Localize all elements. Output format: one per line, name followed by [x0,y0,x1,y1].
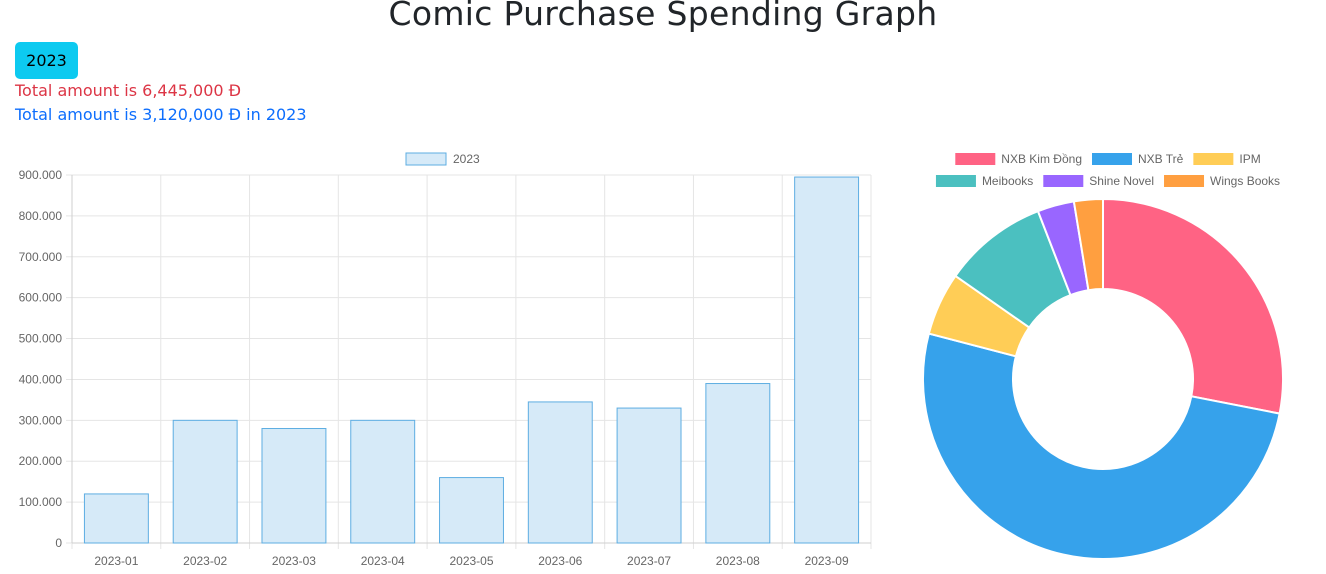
y-tick-label: 800.000 [19,209,63,223]
doughnut-legend-item[interactable]: Shine Novel [1043,174,1154,188]
doughnut-legend-item[interactable]: Wings Books [1164,174,1280,188]
total-amount-all: Total amount is 6,445,000 Đ [15,81,242,100]
x-tick-label: 2023-06 [538,554,582,568]
bar-2023-04[interactable] [350,419,416,544]
x-tick-label: 2023-04 [361,554,405,568]
legend-label: Wings Books [1210,174,1280,188]
y-tick-label: 600.000 [19,291,63,305]
y-tick-label: 100.000 [19,495,63,509]
legend-swatch [1193,153,1234,165]
bar-2023-09[interactable] [794,176,860,544]
legend-swatch [1164,175,1205,187]
doughnut-legend-item[interactable]: IPM [1193,152,1261,166]
x-tick-label: 2023-05 [449,554,493,568]
x-tick-label: 2023-09 [805,554,849,568]
legend-swatch [1092,153,1132,165]
bar-2023-02[interactable] [172,419,238,544]
slice-nxb-tr-[interactable] [922,332,1281,560]
legend-label: Meibooks [982,174,1033,188]
bar-chart: 0 100.000 200.000 300.000 400.000 500.000 600.… [19,152,872,568]
bar-2023-01[interactable] [83,493,149,544]
x-tick-label: 2023-02 [183,554,227,568]
year-button[interactable]: 2023 [15,42,78,79]
legend-label: IPM [1239,152,1260,166]
legend-label: NXB Trẻ [1138,152,1184,166]
bar-legend-item[interactable]: 2023 [405,152,480,166]
bar-2023-07[interactable] [616,407,682,544]
bar-2023-06[interactable] [527,401,593,544]
x-tick-label: 2023-01 [94,554,138,568]
legend-swatch [955,153,996,165]
doughnut-legend-item[interactable]: NXB Trẻ [1092,152,1184,166]
x-tick-label: 2023-03 [272,554,316,568]
y-tick-label: 200.000 [19,454,63,468]
y-tick-label: 500.000 [19,332,63,346]
y-tick-label: 900.000 [19,168,63,182]
y-tick-label: 0 [55,536,62,550]
doughnut-chart: NXB Kim Đồng NXB Trẻ IPM Meibooks Shine Nove… [922,152,1284,560]
doughnut-legend-item[interactable]: NXB Kim Đồng [955,152,1082,166]
bar-2023-05[interactable] [439,477,504,544]
legend-swatch [935,175,976,187]
x-tick-label: 2023-08 [716,554,760,568]
legend-label: Shine Novel [1089,174,1154,188]
doughnut-legend-item[interactable]: Meibooks [935,174,1033,188]
y-tick-label: 400.000 [19,372,63,386]
legend-swatch [1043,175,1084,187]
legend-label: 2023 [453,152,480,166]
legend-label: NXB Kim Đồng [1001,152,1082,166]
page-title: Comic Purchase Spending Graph [388,0,938,33]
total-amount-year: Total amount is 3,120,000 Đ in 2023 [15,105,307,124]
legend-swatch [405,152,447,166]
y-tick-label: 300.000 [19,413,63,427]
bar-2023-03[interactable] [261,428,327,544]
y-tick-label: 700.000 [19,250,63,264]
slice-wings-books[interactable] [1072,197,1104,292]
x-tick-label: 2023-07 [627,554,671,568]
slice-nxb-kim-ng[interactable] [1102,197,1284,415]
bar-2023-08[interactable] [705,383,771,544]
